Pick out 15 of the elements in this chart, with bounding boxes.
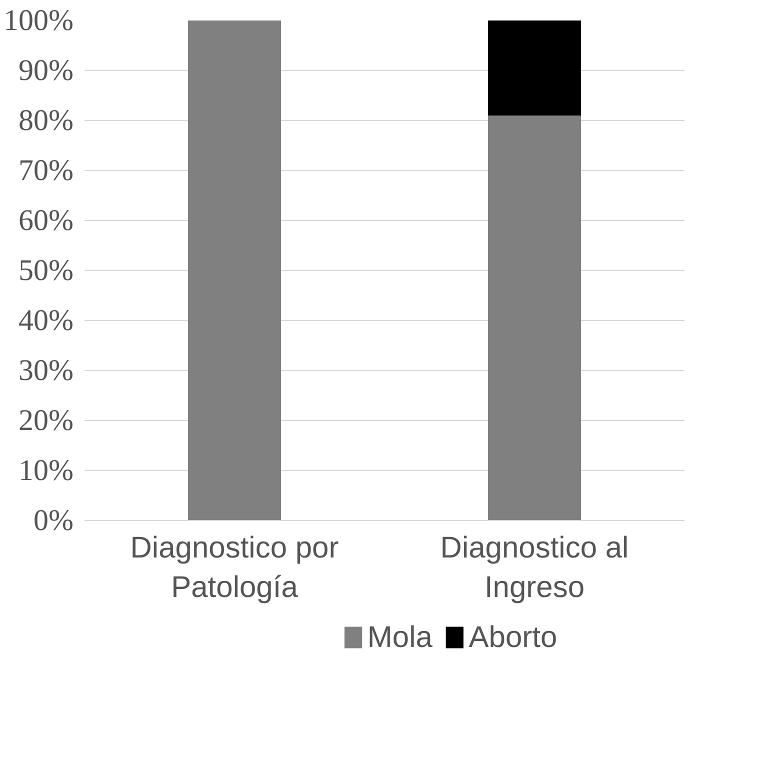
y-tick-label: 20% [18, 404, 74, 437]
y-tick-label: 40% [18, 304, 74, 337]
y-tick-label: 0% [34, 504, 74, 537]
y-tick-label: 80% [18, 104, 74, 137]
y-tick-label: 50% [18, 254, 74, 287]
y-tick-label: 90% [18, 54, 74, 87]
legend-label: Mola [367, 621, 433, 654]
legend-label: Aborto [468, 621, 558, 654]
y-tick-label: 30% [18, 354, 74, 387]
y-tick-label: 60% [18, 204, 74, 237]
x-tick-label: Diagnostico por Patología [130, 532, 339, 604]
y-tick-label: 10% [18, 454, 74, 487]
x-tick-label: Diagnostico al Ingreso [440, 532, 629, 604]
y-tick-label: 70% [18, 154, 74, 187]
y-tick-label: 100% [4, 4, 74, 37]
